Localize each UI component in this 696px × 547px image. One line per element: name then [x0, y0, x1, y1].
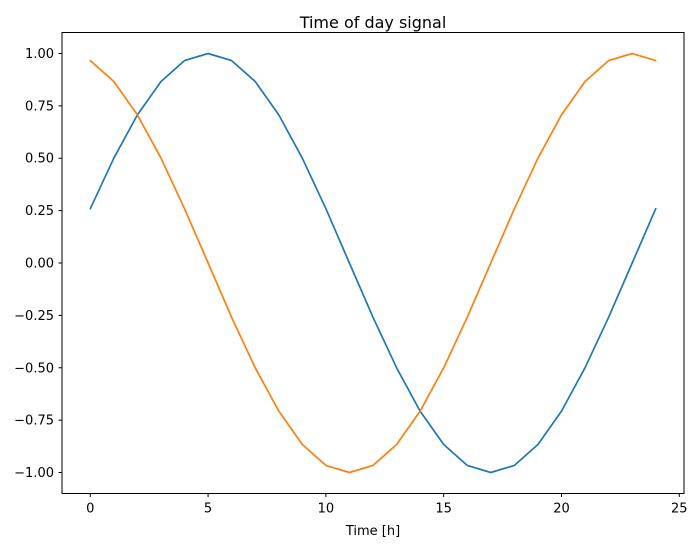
chart-title: Time of day signal: [299, 13, 447, 32]
x-axis-label: Time [h]: [345, 524, 400, 539]
y-tick-label: 0.25: [25, 204, 54, 219]
plot-area: 0 5 10 15 20 25 −1.00 −0.75 −0.50 −0.25 0.00 0.25 0.…: [14, 32, 688, 517]
x-tick-label: 0: [86, 502, 94, 517]
y-tick-label: −0.25: [14, 309, 54, 324]
x-tick-label: 10: [318, 502, 335, 517]
y-tick-label: 0.75: [25, 99, 54, 114]
y-tick-label: 0.50: [25, 152, 54, 167]
x-tick-label: 15: [435, 502, 452, 517]
axes-spines: [61, 32, 685, 494]
y-tick-label: −1.00: [14, 466, 54, 481]
y-tick-label: 0.00: [25, 257, 54, 272]
y-tick-label: 1.00: [25, 47, 54, 62]
x-tick-label: 20: [553, 502, 570, 517]
x-tick-label: 5: [204, 502, 212, 517]
y-tick-label: −0.50: [14, 361, 54, 376]
series-line-2: [89, 52, 657, 474]
series-line-1: [89, 52, 657, 474]
x-tick-label: 25: [671, 502, 688, 517]
y-tick-label: −0.75: [14, 414, 54, 429]
